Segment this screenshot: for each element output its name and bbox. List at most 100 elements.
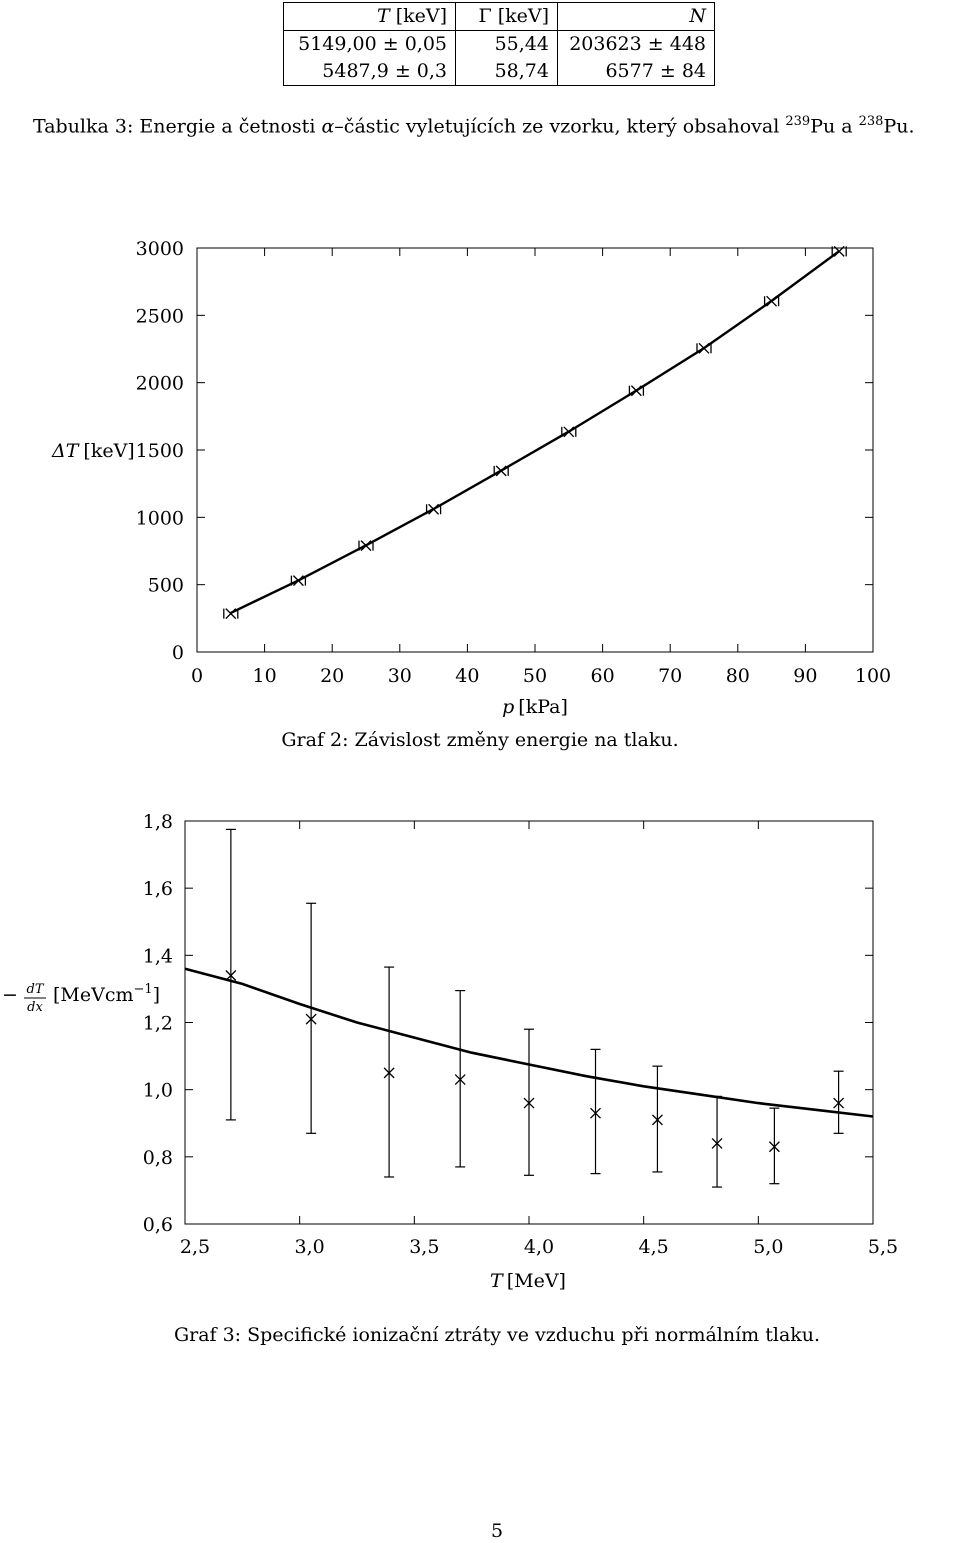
table-row: 5487,9 ± 0,3 58,74 6577 ± 84: [284, 58, 715, 86]
table-cell: 5149,00 ± 0,05: [298, 33, 447, 55]
graph2-fit-line: [230, 250, 840, 614]
y-tick-label: 2500: [136, 305, 184, 327]
x-tick-label: 100: [855, 665, 891, 687]
x-tick-label: 5,5: [868, 1236, 898, 1258]
x-tick-label: 80: [726, 665, 750, 687]
point-marker: [292, 575, 304, 587]
graph3-data-points: [225, 828, 845, 1188]
x-tick-label: 30: [388, 665, 412, 687]
x-tick-label: 40: [455, 665, 479, 687]
table-caption: Tabulka 3: Energie a četnosti α–částic v…: [33, 114, 915, 137]
isotope-mass: 239: [785, 114, 811, 129]
y-tick-label: 1500: [136, 440, 184, 462]
graph3-ylabel-minus: −: [2, 984, 18, 1006]
data-point: [383, 966, 395, 1178]
isotope-mass: 238: [858, 114, 884, 129]
alpha-symbol: α: [321, 115, 335, 138]
graph3-ylabel-unit-base: [MeVcm: [53, 984, 134, 1006]
point-marker: [711, 1137, 723, 1149]
x-tick-label: 2,5: [180, 1236, 210, 1258]
data-point: [590, 1048, 601, 1175]
table-header-cell: T [keV]: [283, 2, 456, 31]
graph3-chart: 2,5 3,0 3,5 4,0 4,5 5,0 5,5 0,6 0,8 1,0 1,2 1,4 1,6 1…: [2, 811, 898, 1292]
data-point: [358, 540, 374, 552]
point-marker: [225, 608, 237, 620]
x-tick-label: 10: [253, 665, 277, 687]
energy-table: T [keV] Γ [keV] N 5149,00 ± 0,05 55,44 2…: [283, 2, 715, 86]
x-tick-label: 60: [591, 665, 615, 687]
graph2-tick-labels: 0 10 20 30 40 50 60 70 80 90 100050010001500200025…: [136, 238, 891, 687]
point-marker: [590, 1107, 601, 1119]
graph2-x-axis-label: p [kPa]: [502, 696, 568, 718]
x-tick-label: 5,0: [753, 1236, 783, 1258]
point-marker: [651, 1114, 663, 1126]
data-point: [768, 1107, 780, 1185]
x-tick-label: 3,0: [295, 1236, 325, 1258]
graph3-ticks: [184, 820, 874, 1225]
table-caption-middle: –částic vyletujících ze vzorku, který ob…: [334, 115, 780, 138]
page-number: 5: [490, 1520, 504, 1542]
table-cell: 58,74: [455, 58, 558, 86]
graph2-ylabel-unit: [keV]: [83, 440, 134, 462]
isotope-name: Pu a: [810, 115, 853, 138]
graph2-xlabel-unit: [kPa]: [518, 696, 568, 718]
data-point: [454, 989, 466, 1168]
graph3-tick-labels: 2,5 3,0 3,5 4,0 4,5 5,0 5,5 0,6 0,8 1,0 1,2 1,4 1,6 1…: [143, 811, 898, 1258]
data-point: [831, 245, 847, 257]
point-marker: [698, 342, 710, 354]
graph2-caption: Graf 2: Závislost změny energie na tlaku…: [281, 729, 679, 751]
point-marker: [766, 295, 778, 307]
x-tick-label: 50: [523, 665, 547, 687]
y-tick-label: 1,6: [143, 878, 173, 900]
point-marker: [454, 1074, 466, 1086]
point-marker: [383, 1067, 395, 1079]
data-point: [833, 1070, 845, 1134]
graph2-chart: 0 10 20 30 40 50 60 70 80 90 100050010001500200025…: [51, 238, 891, 718]
point-marker: [833, 1097, 845, 1109]
data-point: [561, 426, 577, 438]
point-marker: [523, 1097, 535, 1109]
y-tick-label: 1000: [136, 507, 184, 529]
data-point: [225, 828, 237, 1121]
graph3-xlabel-unit: [MeV]: [507, 1270, 566, 1292]
data-point: [425, 503, 442, 515]
table-cell: 6577 ± 84: [605, 60, 706, 82]
graph3-ylabel-exponent: −1: [134, 982, 153, 997]
point-marker: [360, 540, 372, 552]
table-header-cell: N: [557, 2, 715, 31]
table-cell: 5487,9 ± 0,3: [322, 60, 447, 82]
y-tick-label: 500: [148, 575, 184, 597]
y-tick-label: 2000: [136, 373, 184, 395]
x-tick-label: 90: [793, 665, 817, 687]
table-caption-prefix: Tabulka 3: Energie a četnosti: [33, 115, 316, 138]
y-tick-label: 1,8: [143, 811, 173, 833]
x-tick-label: 20: [320, 665, 344, 687]
data-point: [305, 902, 317, 1134]
x-tick-label: 70: [658, 665, 682, 687]
table-cell: 203623 ± 448: [569, 33, 706, 55]
graph2-y-axis-label: ΔT [keV]: [51, 440, 135, 462]
isotope-name: Pu.: [883, 115, 915, 138]
point-marker: [833, 245, 845, 257]
table-header-row: T [keV] Γ [keV] N: [283, 2, 715, 31]
data-point: [290, 575, 307, 587]
data-point: [711, 1095, 723, 1188]
y-tick-label: 0,8: [143, 1147, 173, 1169]
point-marker: [225, 970, 237, 981]
y-tick-label: 1,2: [143, 1013, 173, 1035]
data-point: [696, 342, 712, 354]
data-point: [523, 1028, 535, 1176]
graph3-ylabel-unit: [MeVcm−1]: [53, 982, 160, 1006]
data-point: [223, 608, 239, 620]
y-tick-label: 3000: [136, 238, 184, 260]
graph3-caption: Graf 3: Specifické ionizační ztráty ve v…: [173, 1324, 821, 1346]
point-marker: [428, 503, 440, 515]
point-marker: [630, 385, 642, 397]
x-tick-label: 4,0: [524, 1236, 554, 1258]
data-point: [651, 1065, 663, 1173]
y-tick-label: 0: [172, 642, 184, 664]
y-tick-label: 1,0: [143, 1080, 173, 1102]
graph2-ylabel-var: ΔT: [51, 440, 80, 462]
y-tick-label: 0,6: [143, 1214, 173, 1236]
x-tick-label: 0: [191, 665, 203, 687]
